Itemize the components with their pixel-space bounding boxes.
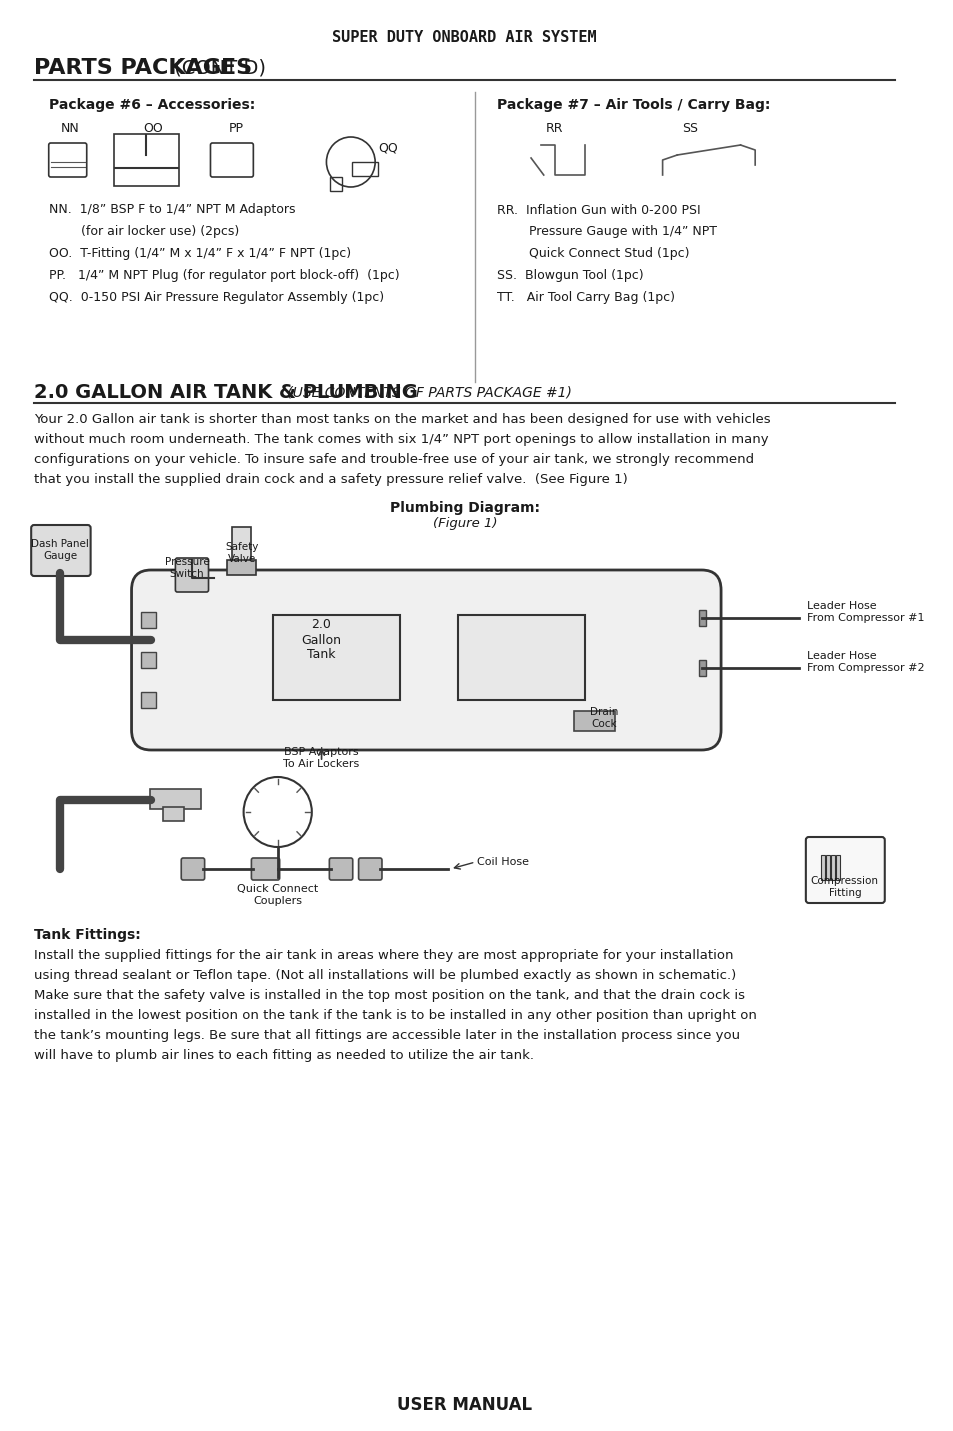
Text: PARTS PACKAGES: PARTS PACKAGES	[34, 59, 252, 79]
Text: (CONT’D): (CONT’D)	[168, 59, 266, 77]
Bar	[273, 615, 399, 700]
Text: will have to plumb air lines to each fitting as needed to utilize the air tank.: will have to plumb air lines to each fit…	[34, 1049, 534, 1062]
Text: BSP Adaptors
To Air Lockers: BSP Adaptors To Air Lockers	[283, 747, 359, 768]
Text: Pressure
Switch: Pressure Switch	[165, 557, 210, 578]
Text: Your 2.0 Gallon air tank is shorter than most tanks on the market and has been d: Your 2.0 Gallon air tank is shorter than…	[34, 414, 770, 426]
Bar	[698, 660, 706, 675]
Text: Leader Hose
From Compressor #1: Leader Hose From Compressor #1	[806, 601, 923, 622]
Text: Package #7 – Air Tools / Carry Bag:: Package #7 – Air Tools / Carry Bag:	[497, 97, 769, 112]
Text: (Figure 1): (Figure 1)	[432, 518, 497, 531]
Text: Drain
Cock: Drain Cock	[589, 707, 618, 728]
Text: RR: RR	[545, 122, 562, 135]
Text: PP.   1/4” M NPT Plug (for regulator port block-off)  (1pc): PP. 1/4” M NPT Plug (for regulator port …	[49, 269, 399, 282]
Bar	[825, 854, 829, 880]
Text: RR.  Inflation Gun with 0-200 PSI: RR. Inflation Gun with 0-200 PSI	[497, 203, 700, 216]
FancyBboxPatch shape	[150, 788, 200, 809]
Text: PP: PP	[228, 122, 243, 135]
Bar	[457, 615, 584, 700]
Bar	[141, 653, 155, 668]
Bar	[821, 854, 824, 880]
Bar	[698, 610, 706, 625]
FancyBboxPatch shape	[163, 807, 184, 821]
Text: NN.  1/8” BSP F to 1/4” NPT M Adaptors: NN. 1/8” BSP F to 1/4” NPT M Adaptors	[49, 203, 294, 216]
Text: (for air locker use) (2pcs): (for air locker use) (2pcs)	[49, 226, 238, 239]
Text: Dash Panel
Gauge: Dash Panel Gauge	[31, 539, 90, 561]
Text: SS.  Blowgun Tool (1pc): SS. Blowgun Tool (1pc)	[497, 269, 643, 282]
Text: TT.   Air Tool Carry Bag (1pc): TT. Air Tool Carry Bag (1pc)	[497, 292, 675, 305]
Text: QQ: QQ	[377, 142, 397, 155]
Text: NN: NN	[61, 122, 79, 135]
Text: installed in the lowest position on the tank if the tank is to be installed in a: installed in the lowest position on the …	[34, 1009, 756, 1022]
Bar	[830, 854, 834, 880]
FancyBboxPatch shape	[175, 558, 209, 592]
Text: OO.  T-Fitting (1/4” M x 1/4” F x 1/4” F NPT (1pc): OO. T-Fitting (1/4” M x 1/4” F x 1/4” F …	[49, 248, 351, 260]
Text: OO: OO	[143, 122, 163, 135]
Text: Safety
Valve: Safety Valve	[225, 542, 258, 564]
Text: 2.0 GALLON AIR TANK & PLUMBING: 2.0 GALLON AIR TANK & PLUMBING	[34, 384, 417, 402]
Text: Install the supplied fittings for the air tank in areas where they are most appr: Install the supplied fittings for the ai…	[34, 949, 733, 962]
Text: SUPER DUTY ONBOARD AIR SYSTEM: SUPER DUTY ONBOARD AIR SYSTEM	[333, 30, 597, 46]
FancyBboxPatch shape	[574, 711, 615, 731]
Text: 2.0
Gallon
Tank: 2.0 Gallon Tank	[301, 618, 341, 661]
Text: Leader Hose
From Compressor #2: Leader Hose From Compressor #2	[806, 651, 923, 673]
Text: without much room underneath. The tank comes with six 1/4” NPT port openings to : without much room underneath. The tank c…	[34, 434, 768, 446]
FancyBboxPatch shape	[329, 859, 353, 880]
Text: that you install the supplied drain cock and a safety pressure relief valve.  (S: that you install the supplied drain cock…	[34, 474, 627, 487]
FancyBboxPatch shape	[358, 859, 381, 880]
Bar	[835, 854, 839, 880]
FancyBboxPatch shape	[805, 837, 883, 903]
Text: Pressure Gauge with 1/4” NPT: Pressure Gauge with 1/4” NPT	[497, 226, 717, 239]
Text: QQ.  0-150 PSI Air Pressure Regulator Assembly (1pc): QQ. 0-150 PSI Air Pressure Regulator Ass…	[49, 292, 383, 305]
Text: the tank’s mounting legs. Be sure that all fittings are accessible later in the : the tank’s mounting legs. Be sure that a…	[34, 1029, 740, 1042]
Text: Package #6 – Accessories:: Package #6 – Accessories:	[49, 97, 254, 112]
FancyBboxPatch shape	[181, 859, 204, 880]
Text: SS: SS	[681, 122, 698, 135]
Bar	[141, 612, 155, 628]
FancyBboxPatch shape	[132, 570, 720, 750]
Text: Quick Connect
Couplers: Quick Connect Couplers	[237, 884, 318, 906]
Text: Quick Connect Stud (1pc): Quick Connect Stud (1pc)	[497, 248, 689, 260]
Bar	[232, 527, 252, 562]
Text: USER MANUAL: USER MANUAL	[396, 1397, 532, 1414]
Text: (USE CONTENTS OF PARTS PACKAGE #1): (USE CONTENTS OF PARTS PACKAGE #1)	[282, 386, 571, 401]
Text: Plumbing Diagram:: Plumbing Diagram:	[390, 501, 539, 515]
Text: configurations on your vehicle. To insure safe and trouble-free use of your air : configurations on your vehicle. To insur…	[34, 454, 754, 467]
Text: using thread sealant or Teflon tape. (Not all installations will be plumbed exac: using thread sealant or Teflon tape. (No…	[34, 969, 736, 982]
Bar	[227, 560, 256, 575]
FancyBboxPatch shape	[31, 525, 91, 577]
Text: Compression
Fitting: Compression Fitting	[810, 876, 878, 897]
Bar	[141, 693, 155, 708]
Text: Make sure that the safety valve is installed in the top most position on the tan: Make sure that the safety valve is insta…	[34, 989, 744, 1002]
FancyBboxPatch shape	[252, 859, 279, 880]
Text: Coil Hose: Coil Hose	[476, 857, 529, 867]
Text: Tank Fittings:: Tank Fittings:	[34, 927, 141, 942]
